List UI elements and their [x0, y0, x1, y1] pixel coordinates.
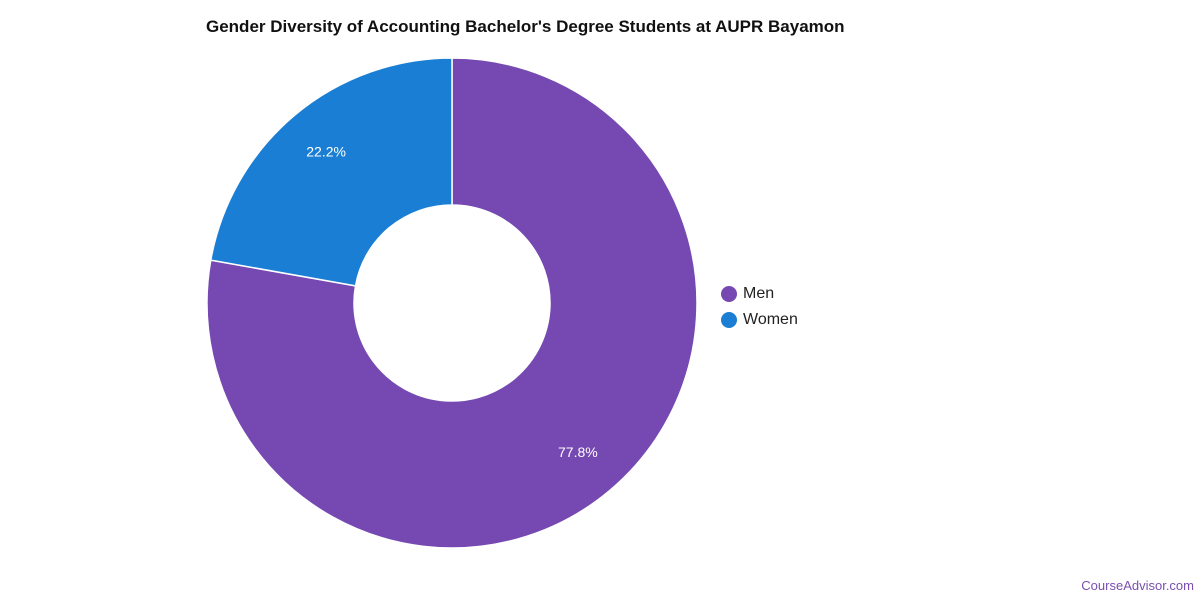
legend-swatch-women: [721, 312, 737, 328]
legend-label-men: Men: [743, 285, 775, 302]
legend-label-women: Women: [743, 311, 798, 328]
slice-label-men: 77.8%: [558, 444, 598, 460]
slice-men[interactable]: [206, 57, 698, 549]
legend-item-women[interactable]: Women: [721, 307, 798, 333]
watermark[interactable]: CourseAdvisor.com: [1081, 578, 1194, 593]
legend-item-men[interactable]: Men: [721, 281, 798, 307]
chart-title: Gender Diversity of Accounting Bachelor'…: [206, 17, 845, 36]
slice-women[interactable]: [209, 57, 453, 287]
chart-legend: Men Women: [721, 281, 798, 333]
slice-label-women: 22.2%: [306, 143, 346, 159]
legend-swatch-men: [721, 286, 737, 302]
